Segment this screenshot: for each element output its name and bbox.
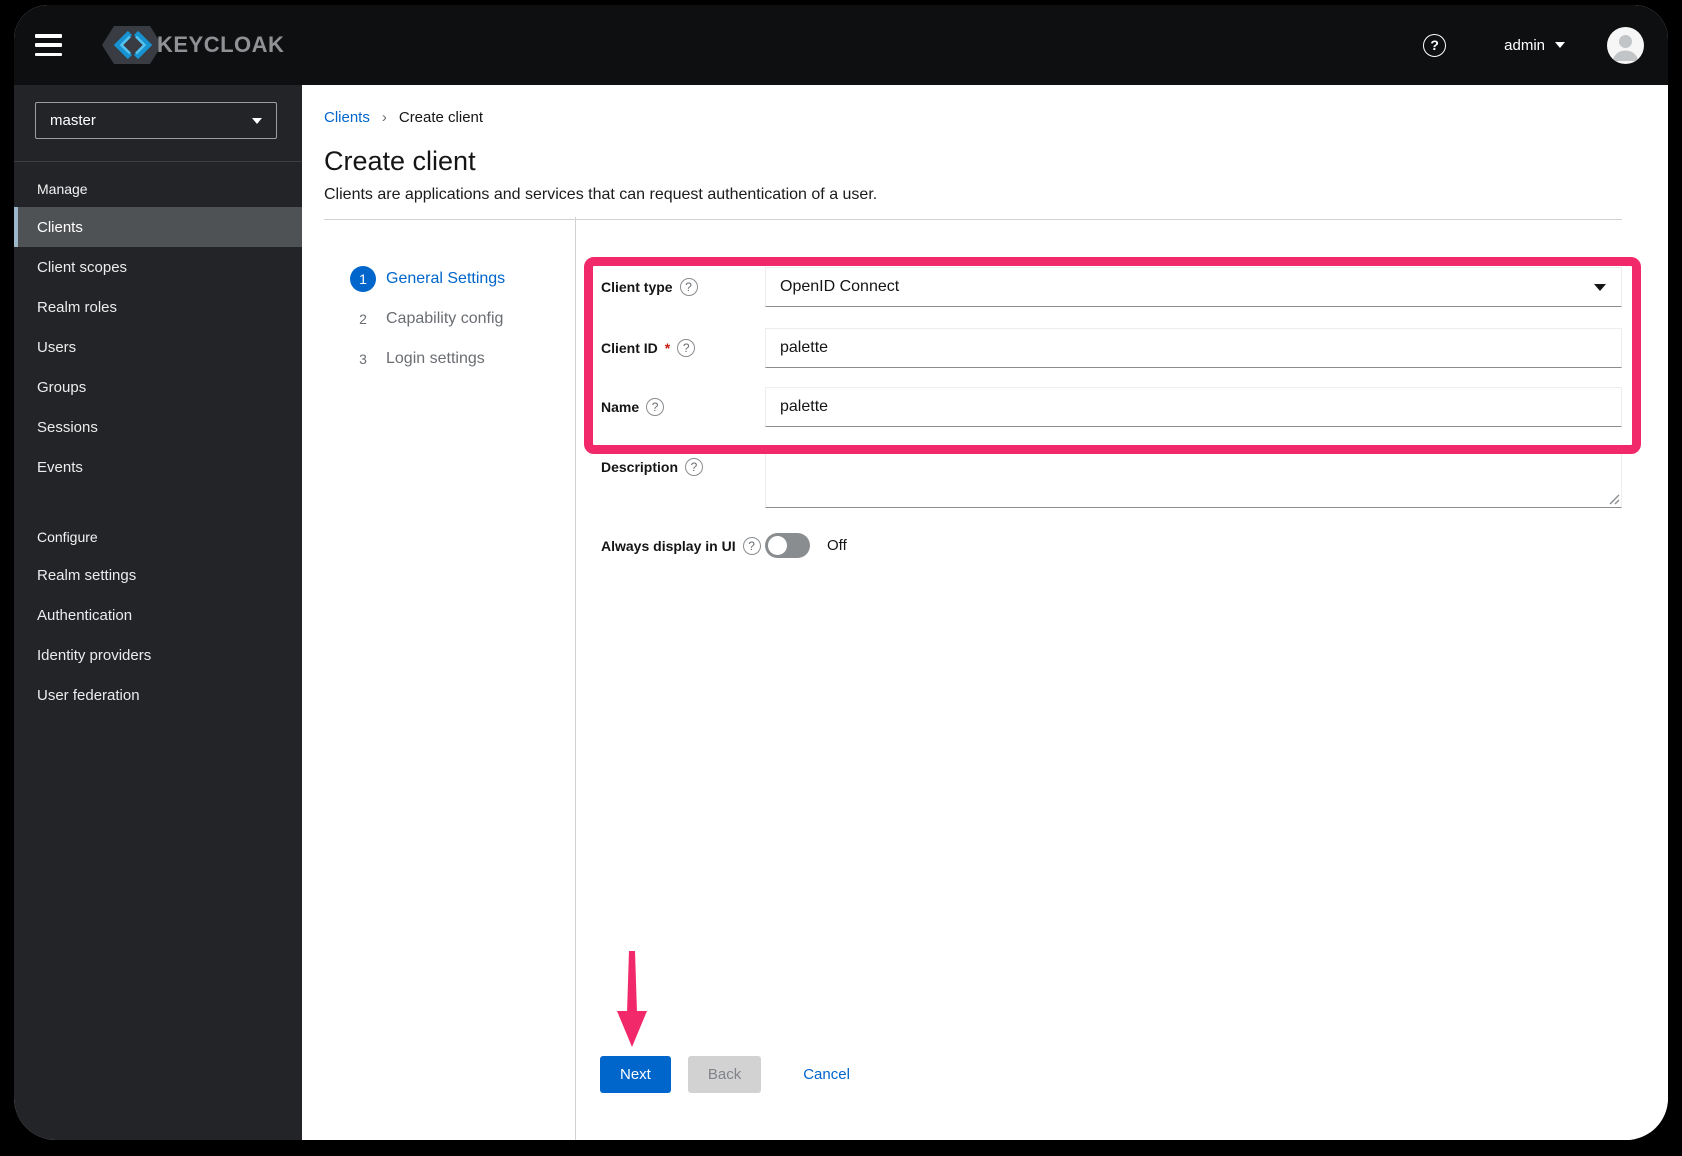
step-label: Capability config [386, 310, 504, 327]
always-display-toggle[interactable] [765, 533, 810, 558]
breadcrumb-separator-icon: › [381, 109, 387, 126]
masthead: KEYCLOAK ? admin [14, 5, 1668, 85]
name-label-row: Name ? [601, 398, 765, 416]
description-label: Description [601, 459, 679, 475]
sidebar-item-events[interactable]: Events [37, 458, 83, 476]
toggle-state-label: Off [827, 537, 847, 554]
sidebar: master Manage Clients Client scopes Real… [14, 85, 302, 1140]
keycloak-logo: KEYCLOAK [101, 23, 284, 67]
wizard-nav: 1 General Settings 2 Capability config 3… [302, 217, 576, 1140]
wizard-step-general-settings[interactable]: 1 General Settings [350, 266, 575, 292]
client-type-label-row: Client type ? [601, 278, 765, 296]
sidebar-item-user-federation[interactable]: User federation [37, 686, 140, 704]
question-circle-icon[interactable]: ? [646, 398, 665, 416]
header-divider [324, 219, 1622, 220]
sidebar-item-authentication[interactable]: Authentication [37, 606, 133, 624]
sidebar-item-users[interactable]: Users [37, 338, 77, 356]
sidebar-divider [14, 161, 302, 162]
client-type-select[interactable]: OpenID Connect [765, 267, 1622, 307]
required-indicator: * [664, 340, 671, 356]
name-input[interactable] [765, 387, 1622, 427]
client-id-input[interactable] [765, 328, 1622, 368]
select-caret-icon [1594, 284, 1606, 291]
description-textarea[interactable] [765, 448, 1622, 508]
step-label: Login settings [386, 350, 485, 367]
back-button[interactable]: Back [687, 1056, 762, 1093]
keycloak-hexagon-icon [102, 26, 162, 64]
sidebar-item-clients[interactable]: Clients [14, 207, 302, 247]
brand-text: KEYCLOAK [157, 32, 285, 57]
next-button[interactable]: Next [600, 1056, 671, 1093]
wizard-actions: Next Back Cancel [600, 1056, 870, 1093]
description-label-row: Description ? [601, 448, 765, 476]
help-icon[interactable]: ? [1423, 33, 1447, 57]
client-type-label: Client type [601, 279, 673, 295]
step-number: 3 [359, 351, 367, 367]
caret-down-icon [1555, 42, 1565, 48]
nav-section-manage: Manage [37, 181, 88, 197]
page-header: Clients › Create client Create client Cl… [302, 85, 1668, 220]
resize-grip-icon[interactable] [1609, 494, 1620, 505]
sidebar-item-groups[interactable]: Groups [37, 378, 87, 396]
cancel-button[interactable]: Cancel [783, 1056, 870, 1093]
user-menu[interactable]: admin [1504, 37, 1565, 54]
sidebar-item-realm-roles[interactable]: Realm roles [37, 298, 118, 316]
sidebar-item-client-scopes[interactable]: Client scopes [37, 258, 128, 276]
sidebar-item-identity-providers[interactable]: Identity providers [37, 646, 152, 664]
client-id-label: Client ID [601, 340, 658, 356]
question-circle-icon[interactable]: ? [677, 339, 696, 357]
client-id-label-row: Client ID * ? [601, 339, 765, 357]
hamburger-menu-icon[interactable] [35, 34, 65, 56]
user-avatar[interactable] [1607, 26, 1644, 64]
realm-selector-value: master [50, 112, 96, 129]
app-window: KEYCLOAK ? admin master Man [14, 5, 1668, 1140]
realm-selector[interactable]: master [35, 102, 277, 139]
question-circle-icon[interactable]: ? [679, 278, 698, 296]
username-label: admin [1504, 36, 1545, 54]
wizard-step-login-settings[interactable]: 3 Login settings [350, 346, 575, 372]
nav-section-configure: Configure [37, 529, 98, 545]
sidebar-nav: Manage Clients Client scopes Realm roles… [14, 173, 302, 715]
step-label: General Settings [386, 270, 506, 287]
question-circle-icon[interactable]: ? [742, 536, 761, 555]
breadcrumb-link-clients[interactable]: Clients [324, 109, 370, 126]
name-label: Name [601, 399, 640, 415]
breadcrumb: Clients › Create client [324, 109, 1622, 126]
main-content: Clients › Create client Create client Cl… [302, 85, 1668, 1140]
wizard-step-capability-config[interactable]: 2 Capability config [350, 306, 575, 332]
client-type-value: OpenID Connect [780, 278, 900, 295]
question-circle-icon[interactable]: ? [685, 458, 704, 476]
page-title: Create client [324, 146, 476, 176]
always-display-label: Always display in UI [601, 537, 736, 554]
page-subtitle: Clients are applications and services th… [324, 186, 878, 203]
sidebar-item-sessions[interactable]: Sessions [37, 418, 98, 436]
breadcrumb-current: Create client [398, 109, 484, 126]
always-display-label-row: Always display in UI ? [601, 536, 765, 555]
caret-down-icon [252, 117, 262, 124]
sidebar-item-realm-settings[interactable]: Realm settings [37, 566, 137, 584]
step-number: 2 [359, 311, 367, 327]
general-settings-form: Client type ? OpenID Connect Client ID * [576, 217, 1668, 1140]
step-number: 1 [350, 266, 376, 292]
